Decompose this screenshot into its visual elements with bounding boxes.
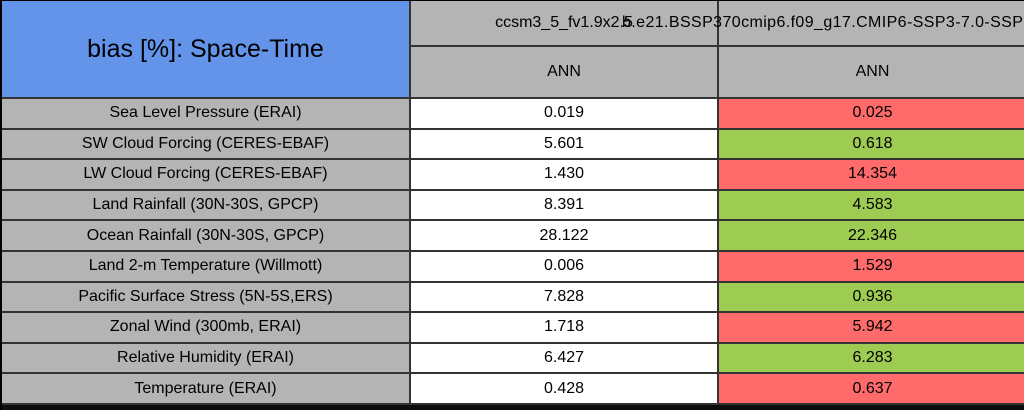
highlight-value-cell: 0.936 [719,282,1024,314]
model-header-cell-2: b.e21.BSSP370cmip6.f09_g17.CMIP6-SSP3-7.… [622,1,1024,47]
variable-label: Pacific Surface Stress (5N-5S,ERS) [78,287,333,305]
variable-label-cell: Ocean Rainfall (30N-30S, GPCP) [2,221,411,252]
value-cell: 7.828 [411,282,719,314]
value-text: 0.618 [852,134,893,152]
highlight-value-cell: 0.637 [719,374,1024,405]
value-text: 4.583 [852,196,893,214]
variable-label: Land 2-m Temperature (Willmott) [88,257,323,275]
variable-label-cell: Sea Level Pressure (ERAI) [2,99,411,130]
table-bottom-edge [2,404,1024,410]
value-cell: 0.428 [411,374,719,405]
value-cell: 28.122 [411,221,719,252]
value-text: 28.122 [539,226,589,244]
value-cell: 8.391 [411,190,719,222]
value-text: 7.828 [543,287,585,305]
variable-label-cell: Land Rainfall (30N-30S, GPCP) [2,190,411,222]
value-text: 8.391 [543,196,585,214]
variable-label: Temperature (ERAI) [134,379,277,397]
variable-label: Ocean Rainfall (30N-30S, GPCP) [86,226,325,244]
variable-label: Land Rainfall (30N-30S, GPCP) [92,196,319,214]
value-text: 0.428 [543,379,585,397]
variable-label-cell: Land 2-m Temperature (Willmott) [2,251,411,283]
highlight-value-cell: 0.618 [719,129,1024,161]
highlight-value-cell: 22.346 [719,221,1024,252]
variable-label: Zonal Wind (300mb, ERAI) [109,318,302,336]
variable-label: Relative Humidity (ERAI) [117,349,294,367]
model-name-2: b.e21.BSSP370cmip6.f09_g17.CMIP6-SSP3-7.… [622,14,1024,31]
value-text: 1.430 [543,165,585,183]
variable-label-cell: SW Cloud Forcing (CERES-EBAF) [2,129,411,161]
highlight-value-cell: 14.354 [719,160,1024,191]
value-text: 0.019 [543,104,585,122]
value-cell: 0.019 [411,99,719,130]
variable-label-cell: Pacific Surface Stress (5N-5S,ERS) [2,282,411,314]
table-title: bias [%]: Space-Time [87,34,324,63]
value-text: 1.718 [543,318,585,336]
season-label-2: ANN [855,63,890,80]
season-header-cell-2: ANN [719,47,1024,99]
model-name-1: ccsm3_5_fv1.9x2.5 [495,14,633,31]
highlight-value-cell: 1.529 [719,251,1024,283]
model-header-cell-1: ccsm3_5_fv1.9x2.5 [411,1,719,47]
season-label-1: ANN [547,63,581,80]
value-text: 14.354 [848,165,897,183]
value-text: 0.025 [852,104,893,122]
highlight-value-cell: 0.025 [719,99,1024,130]
value-cell: 1.430 [411,160,719,191]
highlight-value-cell: 6.283 [719,343,1024,375]
variable-label-cell: Temperature (ERAI) [2,374,411,405]
highlight-value-cell: 4.583 [719,190,1024,222]
table-title-cell: bias [%]: Space-Time [2,1,411,99]
value-text: 0.637 [852,379,893,397]
variable-label: SW Cloud Forcing (CERES-EBAF) [81,134,330,152]
variable-label-cell: LW Cloud Forcing (CERES-EBAF) [2,160,411,191]
value-cell: 6.427 [411,343,719,375]
value-text: 6.283 [852,349,893,367]
value-text: 1.529 [852,257,893,275]
value-cell: 5.601 [411,129,719,161]
value-text: 0.006 [543,257,585,275]
variable-label-cell: Zonal Wind (300mb, ERAI) [2,313,411,344]
value-cell: 0.006 [411,251,719,283]
variable-label: Sea Level Pressure (ERAI) [109,104,302,122]
value-text: 5.942 [852,318,893,336]
variable-label: LW Cloud Forcing (CERES-EBAF) [83,165,328,183]
value-text: 0.936 [852,287,893,305]
value-text: 22.346 [848,226,897,244]
variable-label-cell: Relative Humidity (ERAI) [2,343,411,375]
season-header-cell-1: ANN [411,47,719,99]
value-text: 6.427 [543,349,585,367]
value-cell: 1.718 [411,313,719,344]
highlight-value-cell: 5.942 [719,313,1024,344]
value-text: 5.601 [543,134,585,152]
